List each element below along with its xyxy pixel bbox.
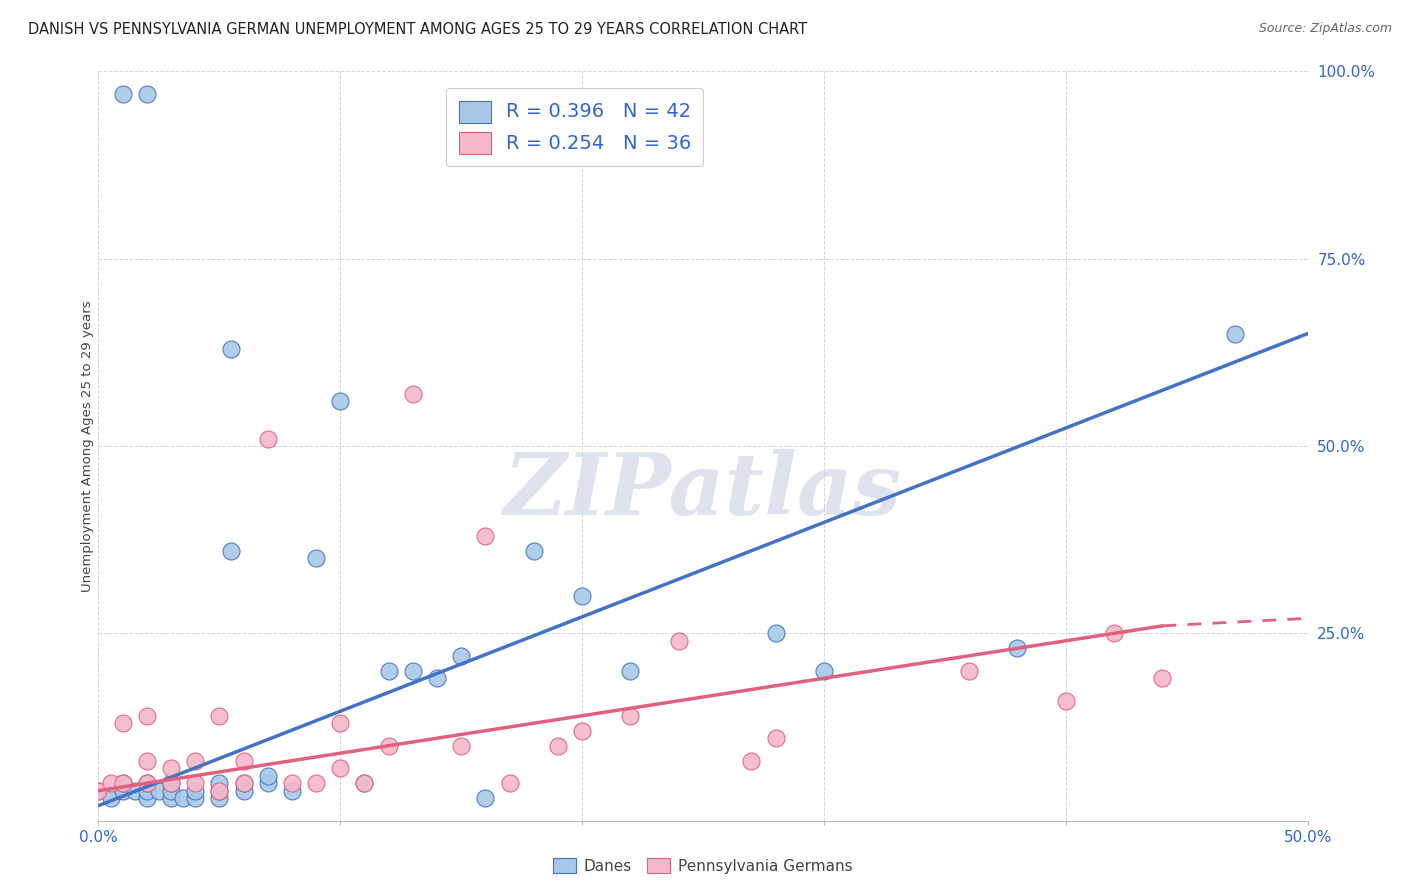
Point bbox=[353, 776, 375, 790]
Point bbox=[160, 776, 183, 790]
Point bbox=[208, 791, 231, 805]
Point bbox=[160, 761, 183, 775]
Point bbox=[402, 386, 425, 401]
Point bbox=[208, 783, 231, 797]
Point bbox=[135, 754, 157, 768]
Point bbox=[111, 783, 134, 797]
Point bbox=[160, 783, 183, 797]
Point bbox=[547, 739, 569, 753]
Point bbox=[281, 776, 304, 790]
Point bbox=[232, 783, 254, 797]
Point bbox=[184, 754, 207, 768]
Point bbox=[111, 716, 134, 731]
Point bbox=[232, 776, 254, 790]
Point bbox=[957, 664, 980, 678]
Point bbox=[1102, 626, 1125, 640]
Text: DANISH VS PENNSYLVANIA GERMAN UNEMPLOYMENT AMONG AGES 25 TO 29 YEARS CORRELATION: DANISH VS PENNSYLVANIA GERMAN UNEMPLOYME… bbox=[28, 22, 807, 37]
Point bbox=[100, 791, 122, 805]
Point bbox=[329, 716, 352, 731]
Point bbox=[329, 394, 352, 409]
Point bbox=[111, 87, 134, 101]
Point bbox=[474, 529, 496, 543]
Point bbox=[135, 776, 157, 790]
Y-axis label: Unemployment Among Ages 25 to 29 years: Unemployment Among Ages 25 to 29 years bbox=[80, 301, 94, 591]
Point bbox=[353, 776, 375, 790]
Point bbox=[281, 783, 304, 797]
Point bbox=[111, 776, 134, 790]
Point bbox=[1152, 671, 1174, 685]
Point bbox=[571, 589, 593, 603]
Point bbox=[232, 776, 254, 790]
Point bbox=[172, 791, 194, 805]
Point bbox=[571, 723, 593, 738]
Point bbox=[256, 432, 278, 446]
Point bbox=[148, 783, 170, 797]
Point bbox=[135, 776, 157, 790]
Legend: R = 0.396   N = 42, R = 0.254   N = 36: R = 0.396 N = 42, R = 0.254 N = 36 bbox=[446, 88, 703, 166]
Point bbox=[111, 776, 134, 790]
Point bbox=[135, 708, 157, 723]
Point bbox=[100, 776, 122, 790]
Point bbox=[305, 776, 328, 790]
Point bbox=[1223, 326, 1246, 341]
Legend: Danes, Pennsylvania Germans: Danes, Pennsylvania Germans bbox=[547, 852, 859, 880]
Point bbox=[208, 783, 231, 797]
Point bbox=[402, 664, 425, 678]
Point bbox=[1054, 694, 1077, 708]
Point bbox=[765, 731, 787, 746]
Point bbox=[740, 754, 762, 768]
Point bbox=[160, 776, 183, 790]
Point bbox=[450, 648, 472, 663]
Point bbox=[221, 544, 243, 558]
Point bbox=[256, 769, 278, 783]
Text: Source: ZipAtlas.com: Source: ZipAtlas.com bbox=[1258, 22, 1392, 36]
Point bbox=[135, 87, 157, 101]
Point bbox=[208, 776, 231, 790]
Point bbox=[498, 776, 520, 790]
Point bbox=[450, 739, 472, 753]
Point bbox=[232, 754, 254, 768]
Point bbox=[184, 791, 207, 805]
Point bbox=[523, 544, 546, 558]
Point bbox=[813, 664, 835, 678]
Point bbox=[135, 791, 157, 805]
Point bbox=[124, 783, 146, 797]
Point bbox=[87, 783, 110, 797]
Text: ZIPatlas: ZIPatlas bbox=[503, 450, 903, 533]
Point bbox=[184, 783, 207, 797]
Point bbox=[619, 664, 641, 678]
Point bbox=[377, 664, 399, 678]
Point bbox=[329, 761, 352, 775]
Point bbox=[221, 342, 243, 356]
Point bbox=[160, 791, 183, 805]
Point bbox=[474, 791, 496, 805]
Point bbox=[87, 783, 110, 797]
Point bbox=[426, 671, 449, 685]
Point bbox=[256, 776, 278, 790]
Point bbox=[668, 633, 690, 648]
Point bbox=[184, 776, 207, 790]
Point bbox=[765, 626, 787, 640]
Point bbox=[377, 739, 399, 753]
Point bbox=[619, 708, 641, 723]
Point bbox=[135, 783, 157, 797]
Point bbox=[305, 551, 328, 566]
Point bbox=[208, 708, 231, 723]
Point bbox=[1007, 641, 1029, 656]
